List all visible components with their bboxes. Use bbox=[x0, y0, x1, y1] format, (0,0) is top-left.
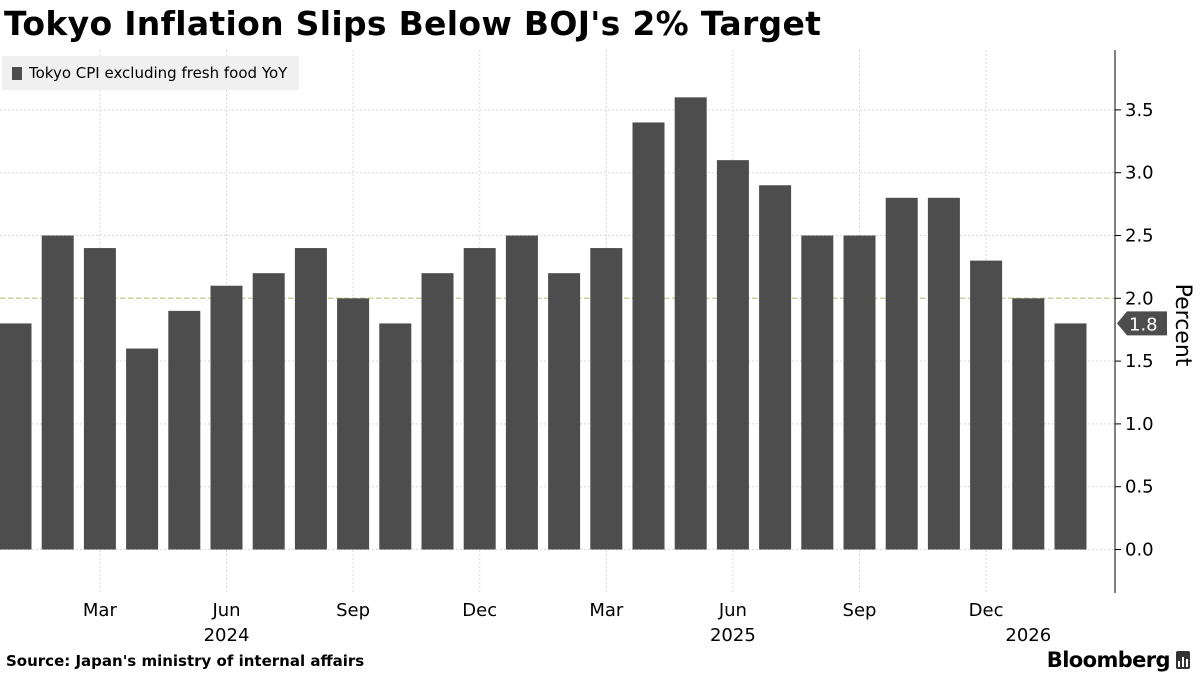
bar bbox=[505, 235, 538, 550]
bar bbox=[716, 160, 749, 550]
y-tick-label: 2.5 bbox=[1125, 226, 1154, 247]
x-tick-label: Sep bbox=[336, 600, 370, 621]
x-axis: Mar Jun Sep Dec Mar Jun Sep Dec 2024 2025 2026 bbox=[83, 600, 1051, 646]
x-year-label: 2024 bbox=[204, 625, 250, 646]
bar bbox=[83, 248, 116, 550]
bar bbox=[632, 122, 665, 550]
bar bbox=[801, 235, 834, 550]
x-year-label: 2025 bbox=[710, 625, 756, 646]
bar bbox=[970, 260, 1003, 550]
bar bbox=[379, 323, 412, 550]
bar bbox=[41, 235, 74, 550]
x-tick-label: Jun bbox=[211, 600, 240, 621]
bar bbox=[590, 248, 623, 550]
bar bbox=[1012, 298, 1045, 550]
y-tick-label: 2.0 bbox=[1125, 288, 1154, 309]
y-tick-label: 3.5 bbox=[1125, 100, 1154, 121]
bar bbox=[885, 197, 918, 550]
source-note: Source: Japan's ministry of internal aff… bbox=[6, 652, 365, 670]
bar bbox=[210, 285, 243, 550]
legend-swatch bbox=[12, 66, 22, 80]
bar bbox=[759, 185, 792, 550]
x-tick-label: Mar bbox=[83, 600, 118, 621]
chart-title: Tokyo Inflation Slips Below BOJ's 2% Tar… bbox=[4, 4, 822, 43]
bar bbox=[463, 248, 496, 550]
y-tick-label: 0.5 bbox=[1125, 477, 1154, 498]
bar bbox=[927, 197, 960, 550]
bar bbox=[843, 235, 876, 550]
legend: Tokyo CPI excluding fresh food YoY bbox=[2, 56, 300, 90]
bar bbox=[1054, 323, 1087, 550]
y-axis-title: Percent bbox=[1170, 284, 1195, 367]
x-tick-label: Dec bbox=[462, 600, 497, 621]
y-tick-label: 1.0 bbox=[1125, 414, 1154, 435]
last-value-tag bbox=[1117, 311, 1167, 336]
bar bbox=[421, 273, 454, 550]
bars-layer bbox=[0, 97, 1087, 550]
y-axis: 0.0 0.5 1.0 1.5 2.0 2.5 3.0 3.5 1.8 bbox=[1114, 50, 1167, 593]
y-tick-label: 1.5 bbox=[1125, 351, 1154, 372]
bloomberg-logo: Bloomberg bbox=[1047, 648, 1190, 672]
bar bbox=[337, 298, 370, 550]
x-tick-label: Jun bbox=[718, 600, 747, 621]
bar bbox=[0, 323, 32, 550]
legend-label: Tokyo CPI excluding fresh food YoY bbox=[29, 64, 288, 82]
x-tick-label: Dec bbox=[969, 600, 1004, 621]
x-year-label: 2026 bbox=[1005, 625, 1051, 646]
x-tick-label: Mar bbox=[589, 600, 624, 621]
bar bbox=[252, 273, 285, 550]
bar bbox=[548, 273, 581, 550]
bloomberg-mark-icon bbox=[1176, 651, 1190, 669]
bar bbox=[168, 310, 201, 550]
y-tick-label: 3.0 bbox=[1125, 163, 1154, 184]
bar bbox=[294, 248, 327, 550]
bar bbox=[126, 348, 159, 550]
y-tick-label: 0.0 bbox=[1125, 540, 1154, 561]
x-tick-label: Sep bbox=[843, 600, 877, 621]
logo-text: Bloomberg bbox=[1046, 648, 1171, 672]
last-value-label: 1.8 bbox=[1129, 314, 1158, 335]
bar bbox=[674, 97, 707, 550]
